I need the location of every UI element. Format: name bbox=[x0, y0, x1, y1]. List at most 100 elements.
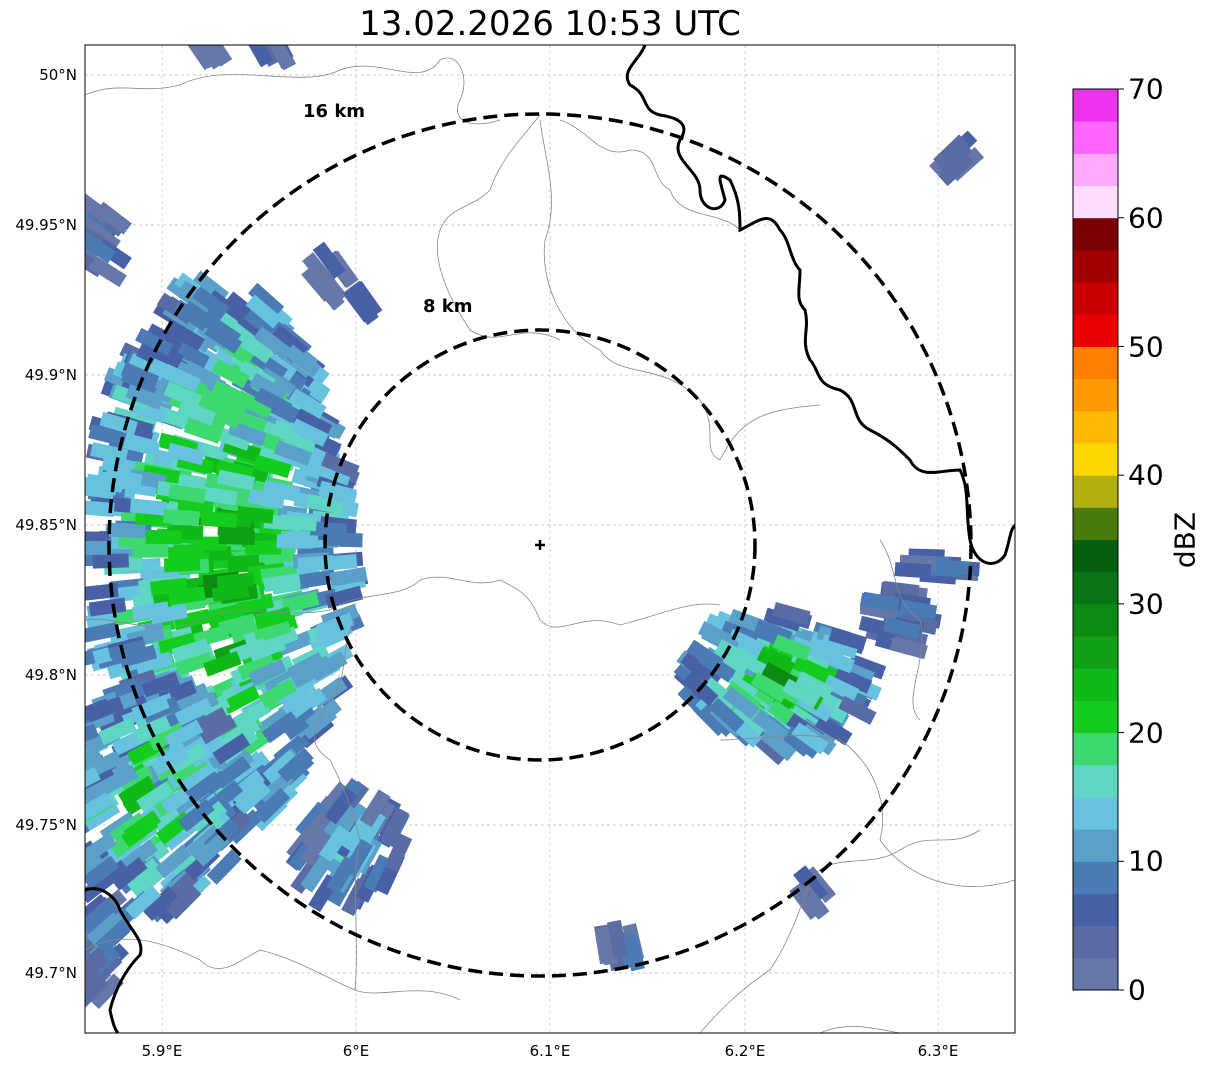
echo-cell bbox=[85, 780, 110, 811]
ring-label-16km: 16 km bbox=[303, 101, 365, 122]
lat-tick: 49.75°N bbox=[15, 816, 77, 834]
echo-cell bbox=[794, 865, 828, 903]
echo-cell bbox=[115, 765, 154, 796]
echo-cell bbox=[166, 442, 206, 466]
echo-cell bbox=[380, 807, 410, 846]
colorbar-band bbox=[1073, 217, 1118, 251]
echo-cell bbox=[211, 358, 250, 389]
echo-cell bbox=[85, 766, 101, 796]
echo-cell bbox=[232, 699, 272, 731]
range-rings bbox=[107, 112, 973, 978]
colorbar-band bbox=[1073, 282, 1118, 315]
lat-tick: 49.95°N bbox=[15, 216, 77, 234]
echo-cell bbox=[129, 864, 167, 899]
echo-cell bbox=[359, 789, 391, 828]
echo-cell bbox=[295, 801, 329, 839]
echo-cell bbox=[756, 647, 796, 676]
lon-tick: 6.1°E bbox=[529, 1042, 571, 1060]
echo-cell bbox=[132, 543, 169, 558]
colorbar-tick: 20 bbox=[1128, 716, 1164, 750]
lat-tick: 49.9°N bbox=[24, 366, 77, 384]
echo-cell bbox=[247, 635, 287, 662]
colorbar-band bbox=[1073, 442, 1118, 476]
echo-cell bbox=[606, 919, 628, 958]
echo-cell bbox=[264, 45, 295, 70]
echo-cell bbox=[155, 844, 192, 879]
echo-cell bbox=[237, 653, 276, 681]
echo-cell bbox=[109, 522, 146, 539]
echo-cell bbox=[210, 380, 250, 409]
echo-cell bbox=[94, 201, 132, 235]
echo-cell bbox=[828, 626, 868, 651]
colorbar-band bbox=[1073, 249, 1118, 283]
echo-cell bbox=[216, 572, 255, 591]
lon-tick: 6°E bbox=[342, 1042, 370, 1060]
echo-cell bbox=[313, 460, 352, 486]
echo-cell bbox=[623, 933, 645, 972]
echo-cell bbox=[235, 593, 274, 615]
echo-cell bbox=[261, 711, 300, 744]
echo-cell bbox=[85, 480, 115, 500]
echo-cell bbox=[722, 686, 760, 720]
echo-cell bbox=[278, 427, 317, 455]
echo-cell bbox=[281, 591, 320, 614]
echo-cell bbox=[248, 658, 287, 687]
echo-cell bbox=[166, 884, 202, 920]
echo-cell bbox=[363, 854, 393, 893]
echo-cell bbox=[85, 622, 119, 643]
echo-cell bbox=[290, 418, 329, 447]
echo-cell bbox=[136, 781, 174, 813]
map-frame bbox=[84, 44, 1016, 1034]
echo-cell bbox=[243, 45, 274, 68]
colorbar-band bbox=[1073, 957, 1118, 991]
echo-cell bbox=[145, 323, 184, 354]
echo-cell bbox=[142, 886, 179, 921]
radar-site-marker-icon bbox=[535, 540, 545, 550]
echo-cell bbox=[791, 722, 829, 755]
echo-cell bbox=[715, 639, 754, 670]
echo-cell bbox=[177, 798, 215, 833]
echo-cell bbox=[899, 599, 938, 620]
colorbar-band bbox=[1073, 89, 1118, 122]
colorbar-band bbox=[1073, 603, 1118, 637]
echo-cell bbox=[882, 580, 920, 600]
echo-cell bbox=[318, 480, 357, 504]
echo-cell bbox=[100, 764, 139, 795]
echo-cell bbox=[708, 697, 745, 733]
echo-cell bbox=[221, 685, 261, 715]
echo-cell bbox=[85, 230, 101, 262]
lat-tick: 49.7°N bbox=[24, 964, 77, 982]
echo-cell bbox=[298, 810, 332, 848]
echo-cell bbox=[150, 577, 188, 596]
echo-cell bbox=[300, 854, 333, 893]
echo-cell bbox=[173, 608, 212, 631]
echo-cell bbox=[889, 636, 928, 660]
echo-cell bbox=[202, 650, 242, 677]
echo-cell bbox=[312, 241, 346, 279]
colorbar-band bbox=[1073, 378, 1118, 412]
lat-tick: 49.8°N bbox=[24, 666, 77, 684]
echo-cell bbox=[297, 555, 335, 572]
echo-cell bbox=[193, 831, 230, 867]
echo-cell bbox=[326, 855, 358, 895]
echo-cell bbox=[177, 758, 216, 791]
echo-cell bbox=[200, 45, 233, 67]
echo-cell bbox=[164, 719, 204, 749]
echo-cell bbox=[253, 326, 291, 360]
echo-cell bbox=[298, 569, 336, 589]
echo-cell bbox=[279, 514, 318, 532]
echo-cell bbox=[85, 500, 115, 517]
echo-cell bbox=[85, 792, 114, 823]
echo-cell bbox=[294, 408, 333, 438]
echo-cell bbox=[278, 677, 317, 709]
echo-cell bbox=[85, 231, 116, 264]
colorbar-band bbox=[1073, 668, 1118, 701]
echo-cell bbox=[772, 634, 812, 661]
echo-cell bbox=[85, 723, 100, 750]
echo-cell bbox=[99, 411, 138, 436]
echo-cell bbox=[795, 671, 834, 700]
lat-tick: 50°N bbox=[39, 66, 77, 84]
echo-cell bbox=[85, 852, 106, 886]
echo-cell bbox=[816, 647, 856, 674]
echo-cell bbox=[236, 506, 274, 524]
